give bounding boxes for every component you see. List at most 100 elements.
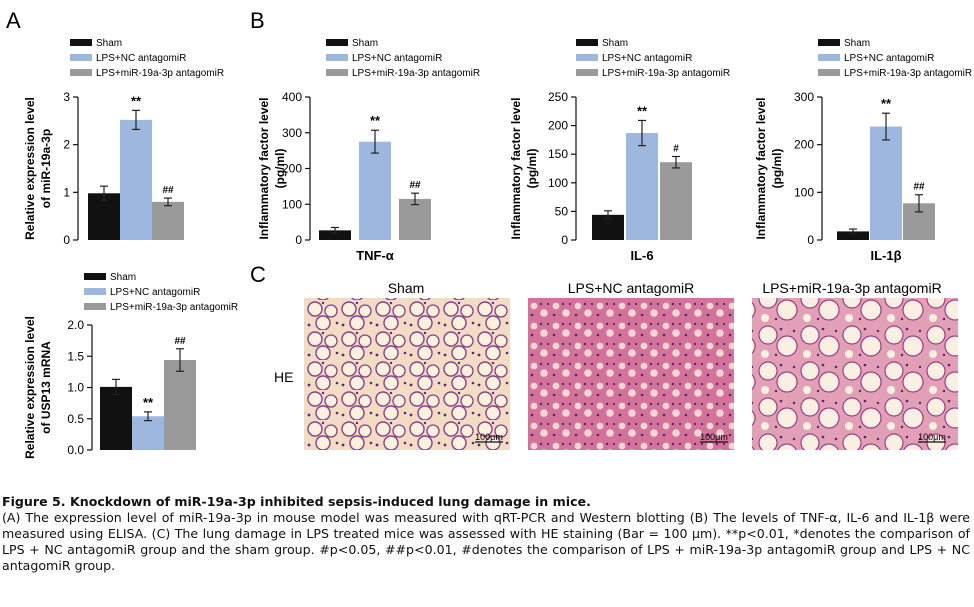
- y-tick-label: 300: [794, 90, 814, 104]
- legend-swatch: [818, 39, 840, 46]
- legend-label: LPS+miR-19a-3p antagomiR: [352, 68, 480, 79]
- significance-label: ##: [409, 180, 421, 191]
- figure-canvas: A B C Sham LPS+NC antagomiR LPS+miR-19a-3p…: [6, 8, 972, 459]
- y-tick-label: 400: [282, 90, 302, 104]
- legend-swatch: [818, 69, 840, 76]
- y-axis-label: Inflammatory factor level: [509, 97, 523, 239]
- caption-title: Figure 5. Knockdown of miR-19a-3p inhibi…: [2, 494, 591, 509]
- y-tick-label: 0.5: [67, 412, 84, 426]
- y-tick-label: 1.5: [67, 349, 84, 363]
- y-tick-label: 100: [282, 197, 302, 211]
- legend-swatch: [84, 303, 106, 310]
- legend-swatch: [326, 54, 348, 61]
- legend-swatch: [70, 69, 92, 76]
- bar: [152, 201, 184, 240]
- y-tick-label: 100: [794, 185, 814, 199]
- significance-label: ##: [162, 185, 174, 196]
- y-tick-label: 2: [63, 138, 70, 152]
- bar: [164, 360, 196, 450]
- chart-mir-19a-3p-expression: Sham LPS+NC antagomiR LPS+miR-19a-3p antag…: [23, 38, 224, 247]
- legend-swatch: [84, 273, 106, 280]
- y-tick-label: 0: [295, 233, 302, 247]
- legend-label: Sham: [96, 38, 122, 49]
- x-axis-label: TNF-α: [356, 248, 394, 263]
- chart-tnf-alpha: Sham LPS+NC antagomiR LPS+miR-19a-3p antag…: [257, 38, 480, 263]
- y-tick-label: 1: [63, 185, 70, 199]
- x-axis-label: IL-6: [630, 248, 653, 263]
- legend-label: LPS+NC antagomiR: [96, 53, 186, 64]
- legend-swatch: [576, 69, 598, 76]
- legend-swatch: [84, 288, 106, 295]
- legend-swatch: [576, 39, 598, 46]
- bar: [837, 231, 869, 240]
- chart-il-1beta: Sham LPS+NC antagomiR LPS+miR-19a-3p antag…: [754, 38, 972, 263]
- legend-label: LPS+NC antagomiR: [602, 53, 692, 64]
- significance-label: **: [131, 93, 142, 108]
- he-title-sham: Sham: [388, 280, 425, 296]
- x-axis-label: IL-1β: [870, 248, 901, 263]
- y-tick-label: 200: [548, 119, 568, 133]
- significance-label: **: [637, 103, 648, 118]
- legend-label: Sham: [110, 272, 136, 283]
- y-tick-label: 300: [282, 126, 302, 140]
- y-axis-label: of miR-19a-3p: [39, 129, 53, 208]
- y-axis-label: (pg/ml): [525, 149, 539, 189]
- bar: [88, 193, 120, 240]
- legend-label: LPS+miR-19a-3p antagomiR: [844, 68, 972, 79]
- y-axis-label: Relative expression level: [23, 316, 37, 459]
- y-axis-label: of USP13 mRNA: [39, 341, 53, 434]
- legend-label: Sham: [844, 38, 870, 49]
- chart-il-6: Sham LPS+NC antagomiR LPS+miR-19a-3p antag…: [509, 38, 730, 263]
- y-tick-label: 2.0: [67, 318, 84, 332]
- legend-label: LPS+NC antagomiR: [110, 287, 200, 298]
- legend-swatch: [576, 54, 598, 61]
- y-tick-label: 1.0: [67, 381, 84, 395]
- y-tick-label: 200: [282, 162, 302, 176]
- bar: [660, 162, 692, 240]
- significance-label: ##: [174, 336, 186, 347]
- panel-letter-c: C: [250, 262, 266, 287]
- y-axis-label: Inflammatory factor level: [257, 97, 271, 239]
- panel-letter-b: B: [250, 8, 265, 33]
- legend-label: Sham: [352, 38, 378, 49]
- bar: [870, 126, 902, 240]
- significance-label: **: [143, 395, 154, 410]
- he-image-nc: [528, 298, 734, 450]
- bar: [132, 416, 164, 450]
- bar: [626, 133, 658, 240]
- he-title-mir: LPS+miR-19a-3p antagomiR: [762, 280, 941, 296]
- he-title-nc: LPS+NC antagomiR: [568, 280, 694, 296]
- he-row-label: HE: [274, 369, 293, 385]
- y-tick-label: 0: [63, 233, 70, 247]
- legend-label: LPS+miR-19a-3p antagomiR: [96, 68, 224, 79]
- y-tick-label: 250: [548, 90, 568, 104]
- y-tick-label: 3: [63, 90, 70, 104]
- legend-swatch: [70, 54, 92, 61]
- caption-body: (A) The expression level of miR-19a-3p i…: [2, 510, 970, 573]
- y-tick-label: 0.0: [67, 443, 84, 457]
- bar: [120, 119, 152, 240]
- legend-label: LPS+NC antagomiR: [352, 53, 442, 64]
- y-axis-label: (pg/ml): [273, 149, 287, 189]
- y-tick-label: 150: [548, 147, 568, 161]
- legend-swatch: [326, 69, 348, 76]
- y-tick-label: 100: [548, 176, 568, 190]
- chart-usp13-mrna-expression: Sham LPS+NC antagomiR LPS+miR-19a-3p antag…: [23, 272, 238, 459]
- bar: [399, 198, 431, 240]
- bar: [359, 141, 391, 240]
- significance-label: **: [370, 113, 381, 128]
- legend-label: Sham: [602, 38, 628, 49]
- y-axis-label: Relative expression level: [23, 97, 37, 240]
- y-tick-label: 0: [807, 233, 814, 247]
- he-scale-label-mir: 100μm: [918, 432, 946, 442]
- significance-label: **: [881, 96, 892, 111]
- legend-swatch: [818, 54, 840, 61]
- y-axis-label: (pg/ml): [770, 149, 784, 189]
- y-axis-label: Inflammatory factor level: [754, 97, 768, 239]
- significance-label: #: [673, 143, 679, 154]
- y-tick-label: 0: [561, 233, 568, 247]
- he-image-mir: [752, 298, 958, 450]
- figure-caption: Figure 5. Knockdown of miR-19a-3p inhibi…: [2, 494, 970, 574]
- panel-letter-a: A: [6, 8, 21, 33]
- legend-swatch: [70, 39, 92, 46]
